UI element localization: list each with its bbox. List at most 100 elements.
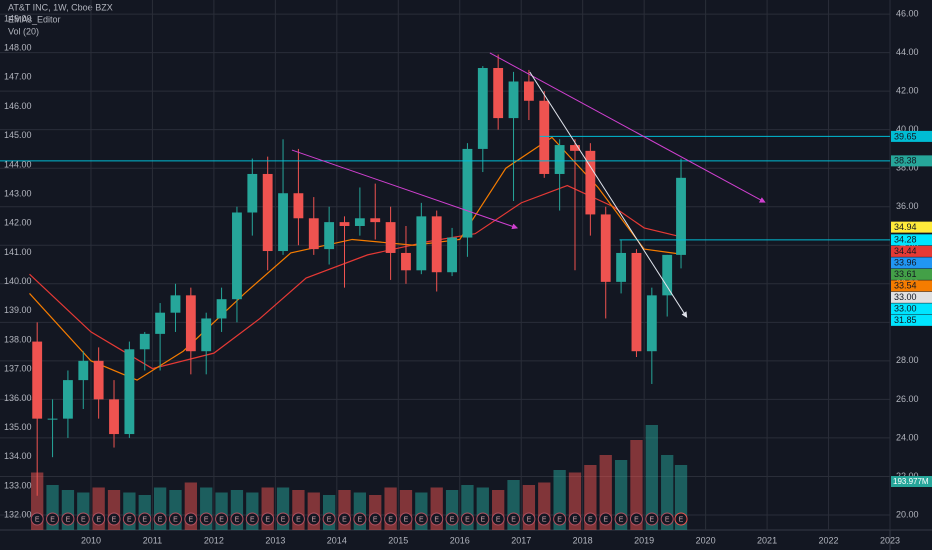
earnings-label: E (50, 516, 55, 523)
y-tick-label: 38.00 (896, 163, 919, 173)
y2-tick-label: 145.00 (4, 130, 32, 140)
y2-tick-label: 133.00 (4, 480, 32, 490)
trend-line (489, 52, 766, 203)
earnings-marker (307, 512, 321, 526)
price-label-box (891, 234, 932, 246)
earnings-label: E (603, 516, 608, 523)
candle-body (662, 254, 673, 296)
earnings-marker (507, 512, 521, 526)
earnings-label: E (142, 516, 147, 523)
candle-body (354, 218, 365, 226)
candle-body (416, 216, 427, 271)
earnings-marker (338, 512, 352, 526)
y-tick-label: 20.00 (896, 509, 919, 519)
earnings-marker (261, 512, 275, 526)
candle-body (401, 252, 411, 271)
price-label-box (891, 280, 932, 292)
candle-body (47, 418, 58, 420)
earnings-marker (76, 512, 90, 526)
y-tick-label: 28.00 (896, 355, 919, 365)
candle-body (631, 252, 642, 352)
candle-body (616, 252, 627, 282)
earnings-label: E (81, 516, 86, 523)
earnings-label: E (35, 516, 40, 523)
x-tick-label: 2018 (573, 535, 593, 545)
earnings-label: E (573, 516, 578, 523)
x-tick-label: 2013 (265, 535, 285, 545)
y-tick-label: 26.00 (896, 394, 919, 404)
candle-body (339, 222, 350, 226)
earnings-label: E (527, 516, 532, 523)
earnings-label: E (219, 516, 224, 523)
earnings-marker (445, 512, 459, 526)
earnings-label: E (265, 516, 270, 523)
candle-body (185, 295, 196, 352)
candle-body (78, 360, 89, 381)
x-tick-label: 2011 (143, 535, 162, 545)
earnings-marker (384, 512, 398, 526)
y-tick-label: 22.00 (896, 471, 919, 481)
y2-tick-label: 134.00 (4, 451, 32, 461)
candle-body (570, 145, 580, 151)
candle-body (232, 212, 242, 300)
earnings-label: E (511, 516, 516, 523)
earnings-label: E (419, 516, 424, 523)
y-tick-label: 36.00 (896, 201, 919, 211)
earnings-marker (537, 512, 551, 526)
y2-tick-label: 148.00 (4, 43, 32, 53)
earnings-marker (645, 512, 659, 526)
legend-indicator: Vol (20) (8, 26, 39, 36)
earnings-label: E (665, 516, 670, 523)
price-label: 31.85 (894, 315, 917, 325)
earnings-marker (568, 512, 582, 526)
y2-tick-label: 140.00 (4, 276, 32, 286)
candle-body (201, 318, 212, 352)
price-label-box (891, 245, 932, 257)
earnings-marker (153, 512, 167, 526)
earnings-marker (614, 512, 628, 526)
earnings-label: E (434, 516, 439, 523)
earnings-label: E (542, 516, 547, 523)
candle-body (278, 193, 288, 252)
x-tick-label: 2015 (388, 535, 408, 545)
earnings-marker (199, 512, 213, 526)
y-tick-label: 42.00 (896, 86, 919, 96)
y2-tick-label: 138.00 (4, 334, 32, 344)
volume-bar (661, 455, 674, 530)
earnings-label: E (311, 516, 316, 523)
earnings-marker (583, 512, 597, 526)
volume-bar (614, 460, 628, 530)
y2-tick-label: 149.00 (4, 13, 32, 23)
earnings-label: E (158, 516, 163, 523)
candle-body (155, 312, 166, 334)
x-tick-label: 2012 (204, 535, 224, 545)
x-tick-label: 2010 (81, 535, 101, 545)
candle-body (216, 299, 227, 319)
y2-tick-label: 147.00 (4, 72, 32, 82)
earnings-marker (61, 512, 75, 526)
candle-body (477, 68, 488, 149)
earnings-label: E (189, 516, 194, 523)
price-label: 34.94 (894, 222, 917, 232)
earnings-marker (399, 512, 413, 526)
volume-bar (645, 425, 658, 530)
price-label-box (891, 303, 932, 315)
legend-indicator: EMAs_Editor (8, 14, 61, 24)
earnings-marker (30, 512, 44, 526)
earnings-marker (414, 512, 428, 526)
earnings-label: E (204, 516, 209, 523)
price-label-box (891, 221, 932, 233)
earnings-marker (460, 512, 474, 526)
price-label-box (891, 291, 932, 303)
candle-body (32, 341, 43, 419)
earnings-label: E (127, 516, 132, 523)
price-label-box (891, 130, 932, 142)
earnings-marker (522, 512, 536, 526)
x-tick-label: 2021 (757, 535, 777, 545)
earnings-marker (215, 512, 229, 526)
earnings-label: E (281, 516, 286, 523)
earnings-marker (353, 512, 367, 526)
earnings-label: E (250, 516, 255, 523)
earnings-marker (322, 512, 336, 526)
